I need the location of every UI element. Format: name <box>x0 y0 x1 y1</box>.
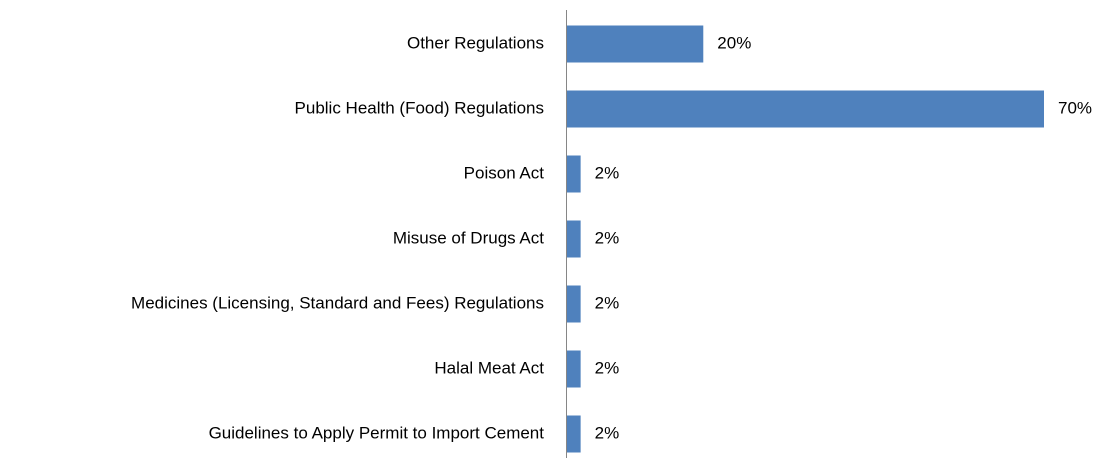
category-label: Other Regulations <box>407 33 544 52</box>
bar <box>567 155 581 193</box>
data-label: 2% <box>595 358 620 377</box>
bar <box>567 90 1044 128</box>
category-label: Poison Act <box>464 163 545 182</box>
bar <box>567 350 581 388</box>
data-label: 20% <box>717 33 751 52</box>
category-label: Public Health (Food) Regulations <box>295 98 544 117</box>
data-label: 70% <box>1058 98 1092 117</box>
category-label: Halal Meat Act <box>434 358 544 377</box>
data-label: 2% <box>595 293 620 312</box>
category-label: Medicines (Licensing, Standard and Fees)… <box>131 293 544 312</box>
bar <box>567 25 704 63</box>
bar <box>567 220 581 258</box>
category-label: Misuse of Drugs Act <box>393 228 544 247</box>
data-label: 2% <box>595 228 620 247</box>
bar <box>567 415 581 453</box>
category-label: Guidelines to Apply Permit to Import Cem… <box>209 423 545 442</box>
data-label: 2% <box>595 163 620 182</box>
data-label: 2% <box>595 423 620 442</box>
bar <box>567 285 581 323</box>
